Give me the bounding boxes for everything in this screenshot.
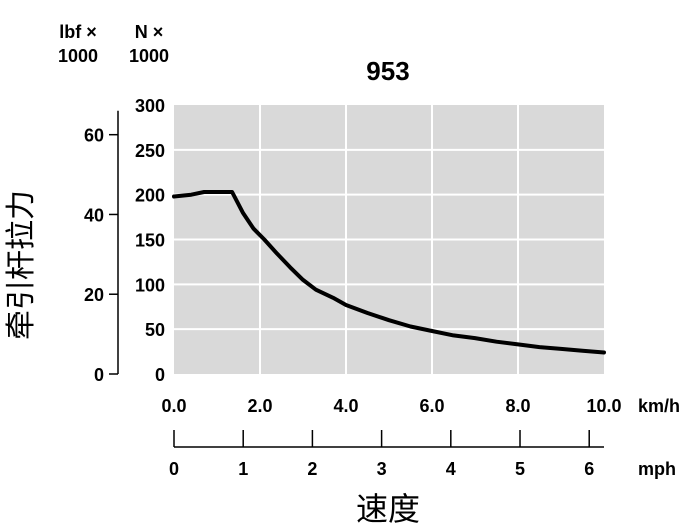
axes: 0.0 2.0 4.0 6.0 8.0 10.0050100150200250300020… [84,96,622,479]
y-tick-label: 200 [135,186,165,206]
y-tick-label: 250 [135,141,165,161]
y2-tick-label: 20 [84,285,104,305]
x2-tick-label: 5 [515,459,525,479]
y-tick-label: 50 [145,320,165,340]
x-tick-label: 4.0 [333,396,358,416]
y-tick-label: 0 [155,365,165,385]
y2-tick-label: 60 [84,126,104,146]
x-tick-label: 0.0 [161,396,186,416]
x-tick-label: 8.0 [505,396,530,416]
x-axis-title: 速度 [356,490,420,527]
grid-lines [174,105,604,374]
chart-title: 953 [366,56,409,86]
x2-tick-label: 0 [169,459,179,479]
x2-tick-label: 3 [377,459,387,479]
y2-tick-label: 0 [94,365,104,385]
x2-tick-label: 2 [307,459,317,479]
x-axis-unit: km/h [638,396,680,416]
y-tick-label: 300 [135,96,165,116]
y-unit-line-1: N × [135,22,164,42]
y-tick-label: 150 [135,231,165,251]
x2-axis-unit: mph [638,459,676,479]
x2-tick-label: 6 [584,459,594,479]
x2-tick-label: 1 [238,459,248,479]
y2-unit-line-2: 1000 [58,46,98,66]
y-unit-line-2: 1000 [129,46,169,66]
x-tick-label: 10.0 [586,396,621,416]
y2-unit-line-1: lbf × [59,22,97,42]
y2-tick-label: 40 [84,205,104,225]
x-tick-label: 6.0 [419,396,444,416]
x2-tick-label: 4 [446,459,456,479]
y-axis-title: 牵引杆拉力 [4,190,39,340]
series-line [172,190,606,355]
x-tick-label: 2.0 [247,396,272,416]
y-tick-label: 100 [135,275,165,295]
